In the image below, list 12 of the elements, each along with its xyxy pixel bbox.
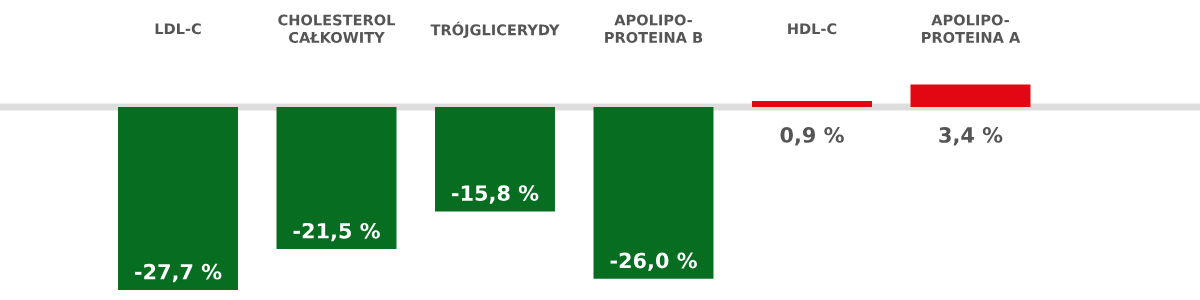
data-label: -27,7 % bbox=[135, 263, 222, 283]
x-tick-label: TRÓJGLICERYDY bbox=[430, 21, 560, 39]
x-tick-label: CHOLESTEROL CAŁKOWITY bbox=[278, 14, 396, 43]
x-tick-label: APOLIPO- PROTEINA A bbox=[922, 14, 1021, 43]
x-tick-label: HDL-C bbox=[788, 23, 837, 35]
data-label: -15,8 % bbox=[452, 185, 539, 204]
data-label: 0,9 % bbox=[780, 127, 844, 146]
data-label: -21,5 % bbox=[293, 222, 380, 242]
data-label: -26,0 % bbox=[610, 252, 697, 272]
data-label: 3,4 % bbox=[939, 127, 1003, 146]
x-tick-label: LDL-C bbox=[155, 23, 201, 35]
x-tick-label: APOLIPO- PROTEINA B bbox=[605, 14, 703, 43]
